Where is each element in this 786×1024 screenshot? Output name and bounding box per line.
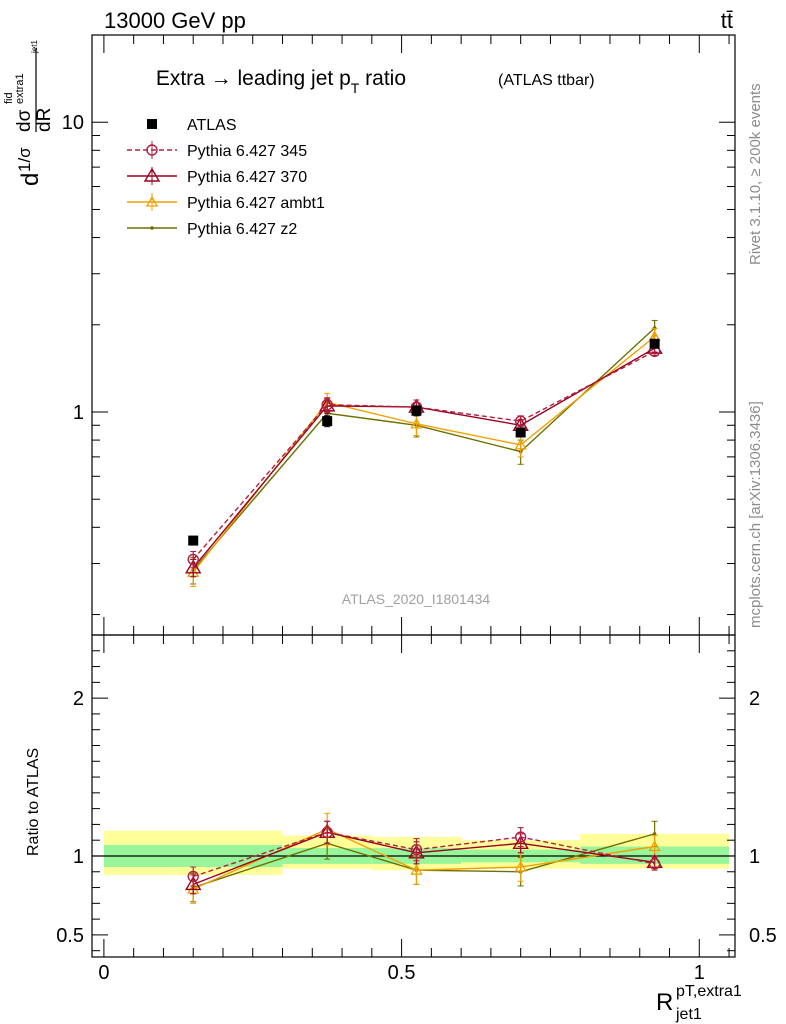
main-title: Extra → leading jet pT ratio (ATLAS ttba… [156,67,595,96]
data-point [146,144,158,156]
analysis-watermark: ATLAS_2020_I1801434 [342,591,491,607]
series-line [192,327,656,571]
ratio-frame [91,634,736,958]
xlabel-sub: jet1 [675,1006,702,1023]
ylabel-d: d [17,173,44,186]
svg-text:Extra → leading jet pT ratio: Extra → leading jet pT ratio [156,67,406,96]
title-rest: ratio [359,67,406,90]
data-point [321,826,333,839]
data-point [188,535,199,546]
data-point [187,870,199,883]
legend-item: Pythia 6.427 ambt1 [127,193,325,212]
data-point [150,226,154,230]
data-point [187,553,199,566]
series-line [192,350,655,560]
data-point [515,427,526,438]
data-point [147,119,157,129]
legend-label: ATLAS [187,117,237,134]
data-point [143,167,161,182]
title-subscript: T [351,80,360,96]
xlabel-sup: pT,extra1 [676,983,742,1000]
rivet-label: Rivet 3.1.10, ≥ 200k events [747,83,764,265]
title-main: Extra → leading jet p [156,67,351,90]
data-point [321,398,333,411]
data-point [514,415,527,427]
y-tick-label-right: 0.5 [749,925,777,947]
data-point [410,417,423,429]
y-tick-label-right: 1 [749,846,760,868]
legend: ATLAS Pythia 6.427 345 Pythia 6.427 370 Pyt… [127,117,325,238]
main-panel: 1 10 [62,34,736,636]
ylabel-numerator-sup: fid [3,92,15,104]
ylabel-numerator-sub: extra1 [14,73,26,104]
legend-label: Pythia 6.427 370 [187,169,307,186]
data-point [648,858,661,870]
data-point [512,834,529,850]
series-line [192,336,656,573]
data-point [410,863,423,875]
legend-item: Pythia 6.427 345 [127,141,307,160]
y-tick-label: 10 [62,112,84,134]
ratio-x-axis-label: R pT,extra1 jet1 [656,983,742,1023]
x-tick-label: 0 [98,962,109,984]
data-point [322,416,333,427]
data-point [184,876,202,891]
x-tick-label: 1 [694,962,705,984]
legend-item: Pythia 6.427 z2 [127,221,297,238]
process-label: tt̄ [721,8,733,33]
data-point [649,338,660,349]
ratio-panel: 0 0.5 1 0.5 0.5 1 1 2 2 [56,634,777,984]
series-line [192,347,655,569]
y-tick-label: 1 [73,402,84,424]
ylabel-prefactor: 1/σ [15,147,34,172]
y-tick-label: 0.5 [56,925,84,947]
data-point [648,840,661,852]
data-point [145,195,159,207]
title-small: (ATLAS ttbar) [498,72,595,89]
legend-label: Pythia 6.427 ambt1 [187,195,325,212]
y-tick-label: 2 [73,688,84,710]
data-point [514,831,527,843]
ratio-y-axis-label: Ratio to ATLAS [25,748,42,856]
ylabel-denominator: dR [34,108,55,132]
legend-label: Pythia 6.427 z2 [187,221,297,238]
mcplots-label: mcplots.cern.ch [arXiv:1306.3436] [747,401,764,628]
y-tick-label: 1 [73,846,84,868]
legend-item: Pythia 6.427 370 [127,167,307,186]
xlabel-base: R [656,989,673,1016]
data-point [411,405,422,416]
data-point [514,438,527,450]
legend-item: ATLAS [147,117,237,134]
x-tick-label: 0.5 [388,962,416,984]
ylabel-numerator: dσ [14,109,35,132]
y-tick-label-right: 2 [749,688,760,710]
legend-label: Pythia 6.427 345 [187,143,307,160]
data-point [652,832,657,836]
ylabel-denominator-sub: jet1 [30,40,39,54]
energy-label: 13000 GeV pp [104,8,246,33]
data-point [184,559,202,574]
data-point [410,843,423,856]
data-point [514,860,527,872]
main-y-axis-label: d 1/σ dσ fid extra1 dR jet1 [3,40,55,186]
